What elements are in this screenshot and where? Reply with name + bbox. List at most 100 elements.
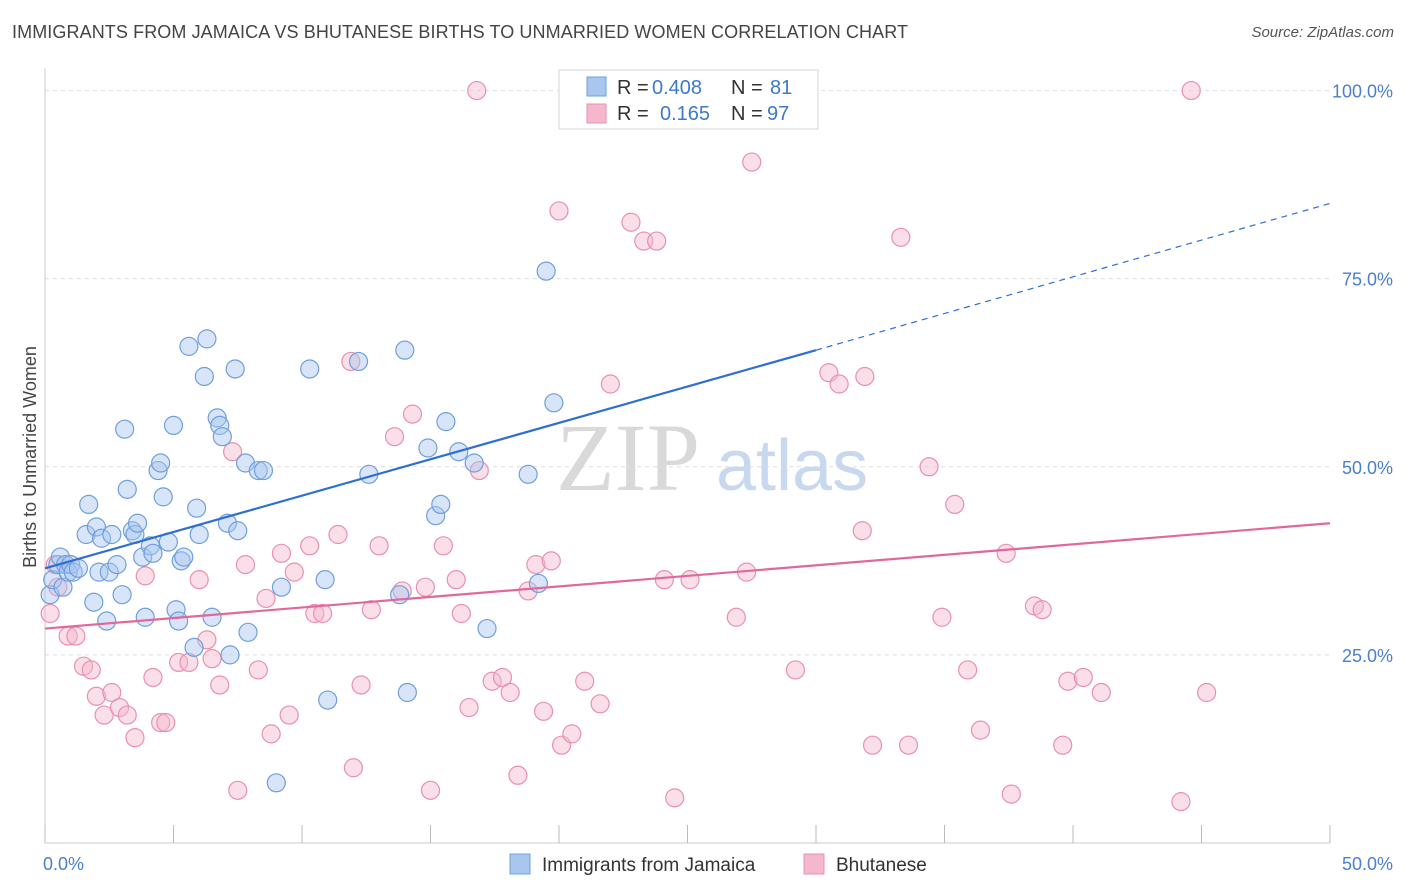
jamaica-point-74 [518, 464, 538, 484]
bhutanese-point-11 [117, 705, 137, 725]
bhutanese-point-46 [433, 536, 453, 556]
bhutanese-point-29 [271, 543, 292, 563]
bhutanese-point-96 [1181, 80, 1201, 101]
bhutanese-point-7 [86, 686, 107, 706]
bhutanese-point-44 [415, 577, 435, 597]
bottom-legend-label-bhutanese: Bhutanese [836, 855, 927, 876]
jamaica-point-28 [140, 536, 160, 556]
jamaica-point-36 [169, 611, 189, 631]
bhutanese-point-51 [482, 671, 502, 691]
bhutanese-point-64 [600, 374, 621, 394]
jamaica-point-26 [133, 547, 153, 567]
chart-source: Source: ZipAtlas.com [1251, 24, 1394, 41]
bhutanese-point-32 [300, 536, 320, 556]
legend-n-label-bhutanese: N = [731, 103, 763, 125]
bhutanese-point-71 [726, 607, 746, 627]
legend-r-value-bhutanese: 0.165 [660, 103, 710, 125]
bhutanese-point-78 [855, 366, 875, 387]
jamaica-point-31 [151, 453, 171, 473]
chart-title: IMMIGRANTS FROM JAMAICA VS BHUTANESE BIR… [12, 22, 909, 42]
y-tick-labels: 25.0% 50.0% 75.0% 100.0% [1332, 82, 1393, 666]
bhutanese-point-17 [169, 652, 189, 673]
jamaica-point-66 [397, 682, 417, 703]
jamaica-point-46 [207, 408, 227, 428]
jamaica-point-47 [210, 415, 230, 436]
jamaica-point-72 [464, 453, 484, 473]
jamaica-point-9 [68, 558, 89, 578]
jamaica-point-76 [536, 261, 556, 281]
bhutanese-point-65 [621, 212, 641, 232]
bhutanese-point-41 [384, 427, 405, 447]
jamaica-point-4 [53, 577, 73, 597]
bhutanese-point-61 [562, 724, 582, 744]
bhutanese-point-6 [81, 660, 101, 680]
watermark-zip: ZIP [556, 404, 700, 511]
bhutanese-point-49 [459, 697, 479, 718]
bhutanese-point-97 [1197, 682, 1217, 703]
jamaica-point-65 [395, 340, 415, 360]
jamaica-point-62 [348, 351, 369, 372]
jamaica-point-29 [143, 543, 163, 563]
legend-r-label-bhutanese: R = [617, 103, 649, 125]
x-tick-label-50: 50.0% [1342, 854, 1393, 874]
jamaica-point-77 [544, 393, 564, 413]
jamaica-point-17 [99, 562, 119, 582]
series-jamaica-points [40, 261, 564, 793]
bhutanese-point-52 [492, 667, 513, 688]
legend-n-value-bhutanese: 97 [767, 103, 789, 125]
bhutanese-point-55 [518, 581, 538, 601]
jamaica-point-19 [107, 555, 127, 575]
bhutanese-point-0 [40, 603, 60, 624]
bhutanese-point-39 [361, 600, 381, 620]
legend-r-label-jamaica: R = [617, 77, 649, 99]
jamaica-point-22 [117, 479, 137, 499]
jamaica-point-34 [163, 415, 184, 436]
bhutanese-point-79 [862, 735, 883, 755]
jamaica-point-44 [197, 329, 217, 349]
jamaica-point-15 [91, 528, 112, 548]
bhutanese-point-93 [1073, 667, 1093, 688]
jamaica-point-50 [220, 645, 240, 665]
x-tick-label-0: 0.0% [43, 854, 84, 874]
bhutanese-point-68 [654, 570, 674, 590]
bhutanese-point-13 [135, 566, 155, 586]
trendline-jamaica [44, 349, 817, 570]
bhutanese-point-33 [305, 603, 325, 624]
bhutanese-point-87 [996, 543, 1016, 563]
bhutanese-point-63 [590, 694, 610, 714]
jamaica-point-13 [86, 517, 107, 537]
bhutanese-point-48 [451, 603, 471, 624]
y-tick-label-75: 75.0% [1342, 270, 1393, 290]
bottom-legend: Immigrants from Jamaica Bhutanese [509, 853, 927, 876]
y-tick-label-50: 50.0% [1342, 458, 1393, 478]
jamaica-point-39 [179, 336, 199, 356]
bhutanese-point-69 [665, 788, 685, 808]
bhutanese-point-19 [189, 570, 209, 590]
bhutanese-point-28 [261, 724, 281, 744]
jamaica-point-41 [187, 498, 207, 518]
bhutanese-point-34 [312, 603, 333, 624]
jamaica-point-32 [153, 487, 173, 507]
bhutanese-point-10 [109, 697, 130, 718]
bhutanese-point-38 [351, 675, 371, 695]
jamaica-point-18 [102, 524, 122, 545]
bhutanese-point-77 [852, 521, 872, 541]
bhutanese-point-25 [235, 555, 256, 575]
bhutanese-point-27 [256, 588, 276, 609]
bhutanese-point-67 [647, 231, 667, 251]
bhutanese-point-86 [970, 720, 991, 740]
bhutanese-point-45 [420, 780, 441, 800]
bhutanese-point-84 [945, 494, 965, 515]
jamaica-point-38 [174, 547, 194, 567]
jamaica-point-54 [238, 622, 258, 642]
jamaica-point-11 [79, 494, 99, 515]
jamaica-point-21 [115, 419, 135, 439]
legend-n-value-jamaica: 81 [770, 77, 792, 99]
jamaica-point-73 [477, 618, 497, 639]
jamaica-point-56 [253, 460, 274, 481]
jamaica-point-16 [97, 611, 117, 631]
bhutanese-point-14 [143, 667, 163, 688]
bhutanese-point-30 [279, 705, 299, 725]
jamaica-point-40 [184, 637, 204, 657]
